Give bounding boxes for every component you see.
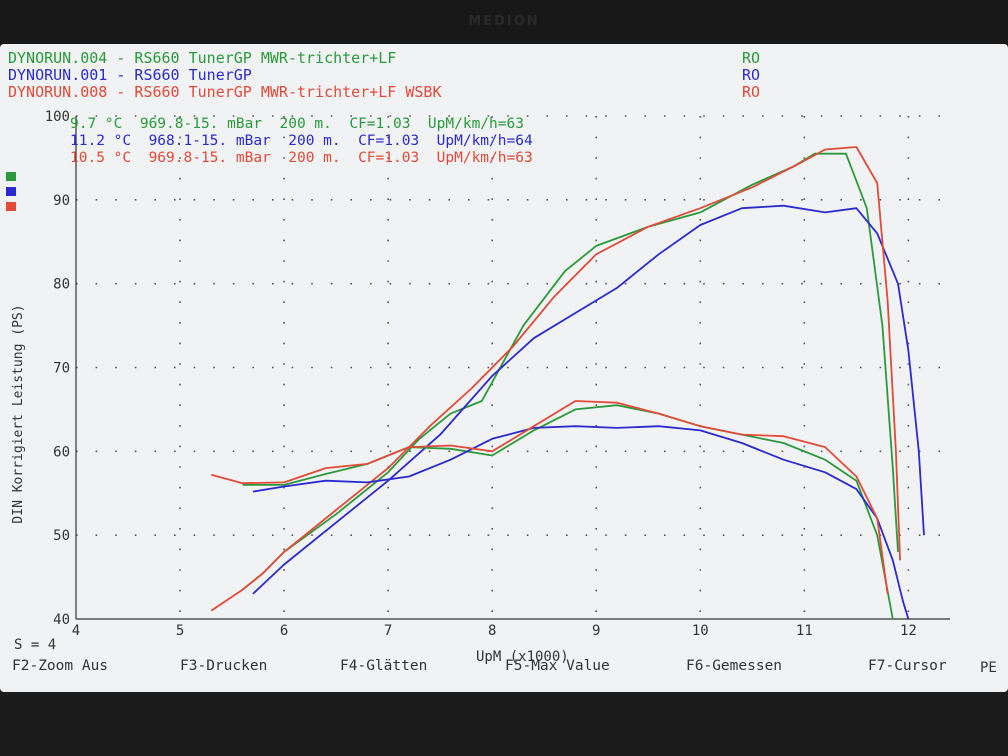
x-axis-label: UpM (x1000) [476,649,569,665]
y-tick-label-3: 70 [53,361,70,377]
legend-marker-red [6,202,16,211]
x-tick-label-5: 9 [592,623,600,639]
axes [75,116,950,620]
conditions-line-3: 10.5 °C 969.8-15. mBar 200 m. CF=1.03 Up… [70,150,533,166]
function-key-5[interactable]: F5-Max Value [505,658,610,674]
x-tick-label-1: 5 [176,623,184,639]
run-code-2: RO [742,66,760,84]
conditions-line-2: 11.2 °C 968.1-15. mBar 200 m. CF=1.03 Up… [70,133,533,149]
series-power-dynorun-004 [241,152,899,591]
function-key-7[interactable]: F7-Cursor [868,658,947,674]
function-keys: F2-Zoom Aus F3-Drucken F4-Glätten F5-Max Va… [12,658,947,674]
y-tick-label-0: 40 [53,612,70,628]
series-torque-dynorun-004 [242,404,894,620]
x-tick-label-7: 11 [796,623,813,639]
x-tick-label-6: 10 [692,623,709,639]
function-key-4[interactable]: F4-Glätten [340,658,427,674]
monitor-brand: MEDION [468,14,540,29]
y-tick-label-2: 60 [53,444,70,460]
dyno-screen: DYNORUN.004 - RS660 TunerGP MWR-trichter… [0,44,1008,692]
x-tick-label-8: 12 [900,623,917,639]
tick-labels: 40 50 60 70 80 90 100 4 5 6 7 8 9 10 11 12 [45,109,917,639]
y-tick-label-1: 50 [53,528,70,544]
y-axis-label: DIN Korrigiert Leistung (PS) [11,304,26,523]
function-key-6[interactable]: F6-Gemessen [686,658,782,674]
run-label-3: DYNORUN.008 - RS660 TunerGP MWR-trichter… [8,83,441,101]
smoothing-label: S = 4 [14,637,56,653]
dyno-chart: DYNORUN.004 - RS660 TunerGP MWR-trichter… [6,49,997,676]
function-key-2[interactable]: F2-Zoom Aus [12,658,108,674]
run-code-3: RO [742,83,760,101]
monitor-bezel [0,692,1008,756]
run-label-2: DYNORUN.001 - RS660 TunerGP [8,66,252,84]
x-tick-label-4: 8 [488,623,496,639]
legend-marker-blue [6,187,16,196]
series-torque-dynorun-008 [211,400,889,595]
series-power-dynorun-008 [210,146,901,612]
series-power-dynorun-001 [252,204,925,595]
conditions-line-1: 9.7 °C 969.8-15. mBar 200 m. CF=1.03 UpM… [70,116,524,132]
x-tick-label-3: 7 [384,623,392,639]
run-code-1: RO [742,49,760,67]
series-torque-dynorun-001 [252,425,910,620]
function-key-3[interactable]: F3-Drucken [180,658,267,674]
pe-label: PE [980,660,997,676]
y-tick-label-6: 100 [45,109,70,125]
run-legend: DYNORUN.004 - RS660 TunerGP MWR-trichter… [8,49,760,101]
x-tick-label-0: 4 [72,623,80,639]
y-tick-label-5: 90 [53,193,70,209]
y-tick-label-4: 80 [53,277,70,293]
x-tick-label-2: 6 [280,623,288,639]
grid-dots [76,115,950,619]
legend-marker-green [6,172,16,181]
data-series [210,146,925,620]
run-label-1: DYNORUN.004 - RS660 TunerGP MWR-trichter… [8,49,396,67]
